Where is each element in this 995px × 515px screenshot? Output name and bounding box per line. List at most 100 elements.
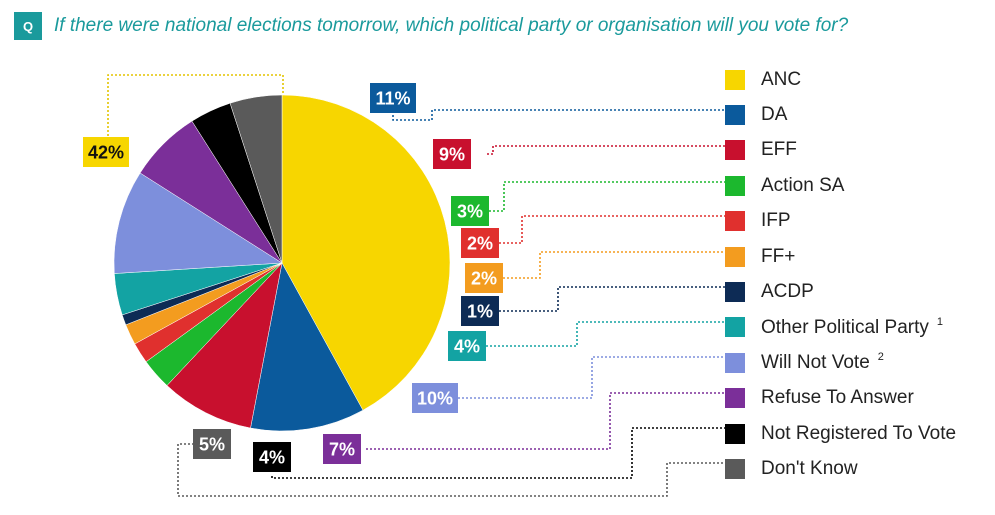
data-label-box: [412, 383, 458, 413]
data-label-box: [433, 139, 471, 169]
legend-swatch: [725, 246, 745, 267]
legend-swatch: [725, 211, 745, 232]
slice-data-label: 7%: [323, 434, 361, 464]
legend-label: IFP: [761, 210, 791, 232]
slice-data-label: 4%: [448, 331, 486, 361]
leader-line: [366, 392, 725, 450]
data-label-box: [461, 228, 499, 258]
legend-item: Refuse To Answer: [725, 381, 956, 416]
data-label-text: 2%: [467, 234, 493, 254]
legend-name: Other Political Party: [761, 316, 929, 338]
slice-data-label: 4%: [253, 442, 291, 472]
data-label-text: 9%: [439, 145, 465, 165]
slice-data-label: 2%: [461, 228, 499, 258]
question-header: Q If there were national elections tomor…: [14, 12, 848, 40]
legend-name: DA: [761, 104, 788, 126]
legend-item: Will Not Vote 2: [725, 345, 956, 380]
slice-data-label: 9%: [433, 139, 471, 169]
data-label-text: 10%: [417, 389, 453, 409]
legend-name: ACDP: [761, 281, 814, 303]
legend-swatch: [725, 317, 745, 338]
data-label-box: [193, 429, 231, 459]
legend-item: EFF: [725, 133, 956, 168]
legend-label: Don't Know: [761, 458, 858, 480]
leader-line: [458, 356, 725, 399]
slice-data-label: 11%: [370, 83, 416, 113]
legend-name: IFP: [761, 210, 791, 232]
slice-data-label: 2%: [465, 263, 503, 293]
leader-line: [487, 145, 725, 155]
legend-swatch: [725, 352, 745, 373]
slice-data-label: 3%: [451, 196, 489, 226]
legend-label: ACDP: [761, 281, 814, 303]
data-label-text: 5%: [199, 435, 225, 455]
leader-line: [107, 74, 284, 138]
legend-item: Don't Know: [725, 451, 956, 486]
question-badge: Q: [14, 12, 42, 40]
legend-name: Action SA: [761, 174, 845, 196]
slice-data-label: 5%: [193, 429, 231, 459]
leader-line: [177, 443, 725, 497]
leader-line: [486, 321, 725, 347]
legend-item: Not Registered To Vote: [725, 416, 956, 451]
legend-name: Not Registered To Vote: [761, 422, 957, 444]
leader-line: [503, 251, 725, 279]
pie-slice: [113, 172, 283, 274]
legend-label: Will Not Vote 2: [761, 351, 884, 374]
legend-label: Other Political Party 1: [761, 316, 943, 339]
leader-line: [499, 286, 725, 312]
legend-swatch: [725, 388, 745, 409]
legend-item: ACDP: [725, 274, 956, 309]
legend-label: EFF: [761, 139, 797, 161]
legend-swatch: [725, 423, 745, 444]
legend-swatch: [725, 140, 745, 161]
slice-data-label: 10%: [412, 383, 458, 413]
leader-line: [271, 427, 725, 479]
data-label-box: [323, 434, 361, 464]
legend-name: FF+: [761, 245, 796, 267]
legend-label: Refuse To Answer: [761, 387, 914, 409]
legend-name: Don't Know: [761, 457, 858, 479]
legend-swatch: [725, 458, 745, 479]
slice-data-label: 42%: [83, 137, 129, 167]
legend-item: DA: [725, 97, 956, 132]
data-label-box: [465, 263, 503, 293]
legend-name: ANC: [761, 68, 802, 90]
legend-label: ANC: [761, 69, 801, 91]
legend-footnote: 1: [936, 315, 944, 328]
data-label-box: [83, 137, 129, 167]
legend-name: Will Not Vote: [761, 352, 870, 374]
data-label-box: [451, 196, 489, 226]
data-label-text: 4%: [454, 337, 480, 357]
data-label-text: 3%: [457, 202, 483, 222]
legend-name: Refuse To Answer: [761, 387, 914, 409]
slice-data-label: 1%: [461, 296, 499, 326]
legend-item: IFP: [725, 204, 956, 239]
data-label-box: [461, 296, 499, 326]
legend-label: FF+: [761, 246, 795, 268]
legend-item: Other Political Party 1: [725, 310, 956, 345]
data-label-text: 11%: [375, 89, 410, 109]
legend-swatch: [725, 69, 745, 90]
leader-line: [392, 109, 725, 121]
data-label-text: 7%: [329, 440, 355, 460]
data-label-box: [448, 331, 486, 361]
data-label-text: 2%: [471, 269, 497, 289]
pie-slice: [229, 94, 283, 264]
chart-legend: ANC DA EFF Action SA IFP FF+ ACDP Other Politic…: [725, 62, 956, 487]
legend-label: DA: [761, 104, 787, 126]
data-label-box: [370, 83, 416, 113]
legend-swatch: [725, 175, 745, 196]
pie-slice: [166, 262, 283, 429]
pie-slice: [250, 262, 364, 432]
legend-item: ANC: [725, 62, 956, 97]
data-label-box: [253, 442, 291, 472]
data-label-text: 1%: [467, 302, 493, 322]
legend-label: Not Registered To Vote: [761, 423, 956, 445]
leader-line: [489, 181, 725, 212]
legend-item: Action SA: [725, 168, 956, 203]
question-text: If there were national elections tomorro…: [54, 15, 849, 36]
data-label-text: 4%: [259, 448, 285, 468]
legend-name: EFF: [761, 139, 797, 161]
